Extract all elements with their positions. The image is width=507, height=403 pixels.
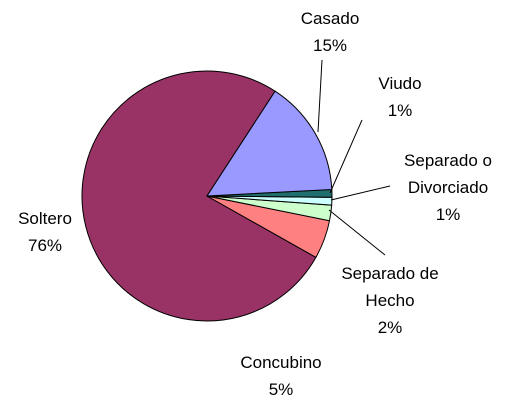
- slice-label: Soltero 76%: [5, 205, 85, 259]
- value-label: 5%: [268, 380, 294, 399]
- slice-label: Casado 15%: [285, 5, 375, 59]
- slice-label: Concubino 5%: [221, 349, 341, 403]
- slice-label: Viudo 1%: [360, 70, 440, 124]
- category-label: Concubino: [240, 353, 322, 372]
- value-label: 15%: [312, 36, 348, 55]
- leader-line: [330, 185, 391, 201]
- category-label: Casado: [300, 9, 360, 28]
- pie-slice: [206, 90, 333, 197]
- value-label: 1%: [387, 101, 413, 120]
- slice-label: Separado o Divorciado 1%: [388, 147, 507, 228]
- leader-line: [329, 119, 363, 194]
- value-label: 1%: [435, 205, 461, 224]
- pie-slice: [81, 70, 317, 322]
- leader-line: [317, 59, 323, 133]
- leader-line: [328, 209, 386, 256]
- value-label: 76%: [27, 236, 63, 255]
- value-label: 2%: [377, 318, 403, 337]
- category-label: Viudo: [378, 74, 422, 93]
- category-label: Separado o Divorciado: [404, 151, 492, 197]
- category-label: Separado de Hecho: [341, 264, 439, 310]
- category-label: Soltero: [18, 209, 72, 228]
- leader-lines: [317, 59, 391, 256]
- slice-label: Separado de Hecho 2%: [320, 260, 460, 341]
